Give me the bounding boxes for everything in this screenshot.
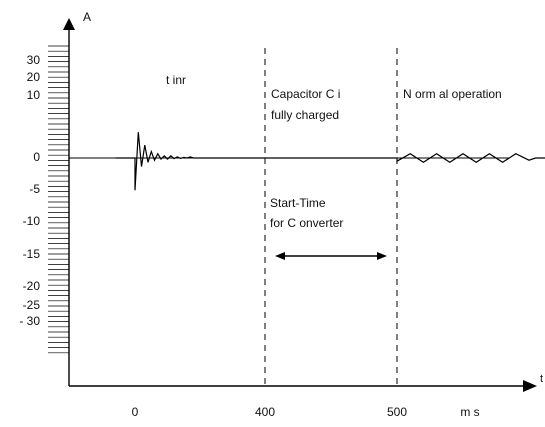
y-axis-label: A <box>83 10 91 24</box>
current-waveform <box>116 132 545 190</box>
annotation-t-inr: t inr <box>166 73 186 87</box>
x-unit-label: m s <box>460 405 479 419</box>
y-tick-label: -25 <box>23 298 41 312</box>
x-axis-end-label: t <box>540 373 543 385</box>
y-tick-label: - 30 <box>19 314 40 328</box>
x-tick-label: 500 <box>387 405 407 419</box>
x-axis-arrowhead <box>523 380 537 392</box>
y-axis-arrowhead <box>63 18 75 30</box>
y-tick-label: -10 <box>23 214 41 228</box>
y-tick-label: -20 <box>23 279 41 293</box>
start-time-arrowhead-left <box>275 252 285 260</box>
marker-label: N orm al operation <box>403 87 502 101</box>
y-tick-label: -15 <box>23 247 41 261</box>
y-tick-label: 20 <box>27 70 41 84</box>
y-tick-label: -5 <box>29 182 40 196</box>
start-time-label: for C onverter <box>270 216 343 230</box>
y-tick-label: 30 <box>27 53 41 67</box>
start-time-label: Start-Time <box>270 196 326 210</box>
y-tick-label: 10 <box>27 88 41 102</box>
marker-label: Capacitor C i <box>271 87 340 101</box>
marker-label: fully charged <box>271 108 339 122</box>
y-tick-label: 0 <box>33 150 40 164</box>
x-tick-label: 0 <box>132 405 139 419</box>
x-tick-label: 400 <box>255 405 275 419</box>
start-time-arrowhead-right <box>377 252 387 260</box>
